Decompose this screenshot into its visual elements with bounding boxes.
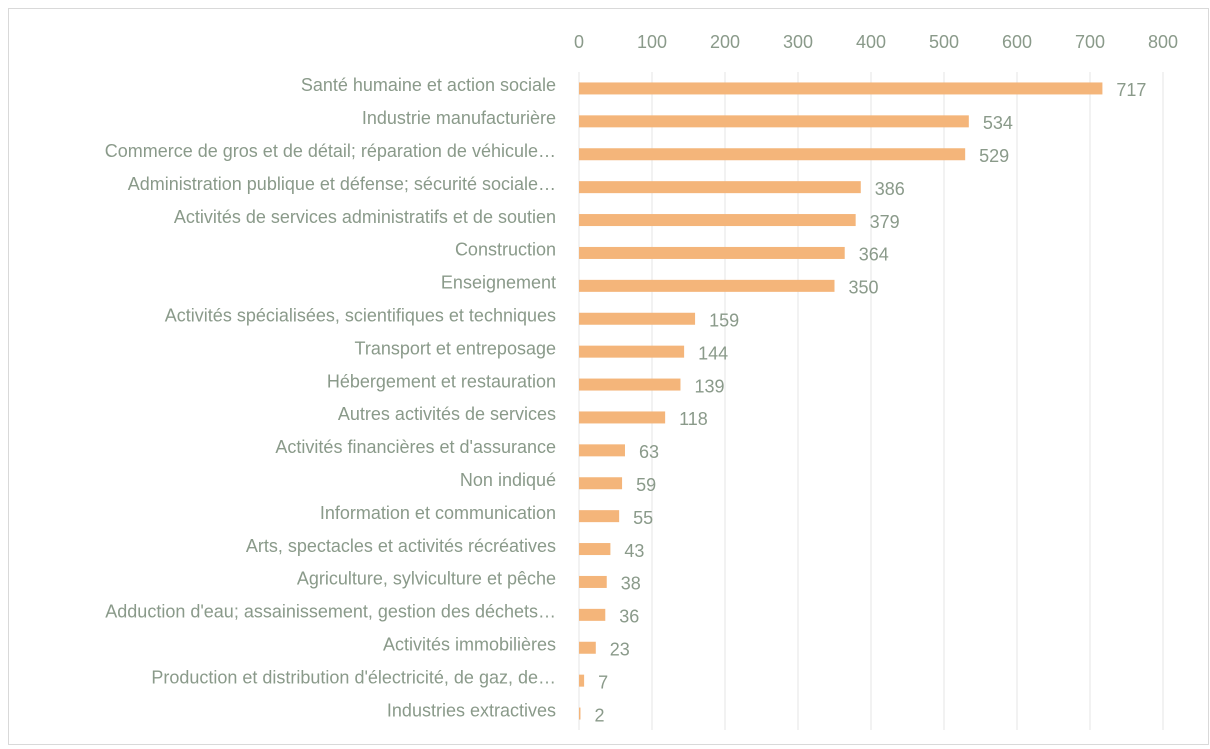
y-tick-label: Activités financières et d'assurance	[275, 437, 556, 457]
bar	[579, 674, 585, 687]
bar	[579, 543, 611, 556]
bar	[579, 279, 835, 292]
data-label: 63	[639, 442, 659, 462]
bar	[579, 312, 696, 325]
y-tick-label: Activités de services administratifs et …	[174, 207, 556, 227]
y-tick-label: Construction	[455, 240, 556, 260]
bar	[579, 214, 856, 227]
y-tick-label: Administration publique et défense; sécu…	[128, 174, 556, 194]
bar	[579, 641, 596, 654]
bar	[579, 707, 581, 720]
bar	[579, 575, 607, 588]
data-label: 364	[859, 245, 889, 265]
bar	[579, 444, 625, 457]
bar	[579, 181, 861, 194]
bar	[579, 115, 969, 128]
data-label: 529	[979, 146, 1009, 166]
x-tick-label: 200	[710, 32, 740, 52]
chart-border	[8, 8, 1209, 745]
y-tick-label: Adduction d'eau; assainissement, gestion…	[105, 602, 556, 622]
x-tick-label: 100	[637, 32, 667, 52]
data-label: 350	[849, 278, 879, 298]
y-tick-label: Industries extractives	[387, 700, 556, 720]
x-tick-label: 500	[929, 32, 959, 52]
data-label: 717	[1116, 80, 1146, 100]
y-tick-label: Activités immobilières	[383, 635, 556, 655]
y-tick-label: Transport et entreposage	[355, 338, 556, 358]
data-label: 386	[875, 179, 905, 199]
bar	[579, 378, 681, 391]
data-label: 534	[983, 113, 1013, 133]
y-tick-label: Industrie manufacturière	[362, 108, 556, 128]
data-label: 144	[698, 343, 728, 363]
data-label: 43	[624, 541, 644, 561]
y-tick-label: Commerce de gros et de détail; réparatio…	[105, 141, 556, 161]
bar	[579, 82, 1103, 95]
x-tick-label: 0	[574, 32, 584, 52]
bar	[579, 608, 606, 621]
data-label: 118	[679, 409, 708, 429]
bar	[579, 345, 685, 358]
data-label: 7	[598, 672, 608, 692]
bar	[579, 246, 845, 259]
bar	[579, 148, 966, 161]
bar	[579, 411, 666, 424]
x-tick-label: 800	[1148, 32, 1178, 52]
y-tick-label: Activités spécialisées, scientifiques et…	[165, 306, 556, 326]
y-tick-label: Enseignement	[441, 273, 556, 293]
y-tick-label: Autres activités de services	[338, 404, 556, 424]
x-tick-label: 600	[1002, 32, 1032, 52]
y-tick-label: Hébergement et restauration	[327, 371, 556, 391]
data-label: 55	[633, 508, 653, 528]
bar	[579, 477, 623, 490]
data-label: 159	[709, 311, 739, 331]
data-label: 38	[621, 574, 641, 594]
bar	[579, 510, 620, 523]
y-tick-label: Non indiqué	[460, 470, 556, 490]
y-tick-label: Agriculture, sylviculture et pêche	[297, 569, 556, 589]
y-tick-label: Production et distribution d'électricité…	[151, 667, 556, 687]
data-label: 36	[619, 607, 639, 627]
x-tick-label: 700	[1075, 32, 1105, 52]
data-label: 379	[870, 212, 900, 232]
y-tick-label: Arts, spectacles et activités récréative…	[246, 536, 556, 556]
data-label: 2	[594, 705, 604, 725]
x-tick-label: 400	[856, 32, 886, 52]
x-tick-label: 300	[783, 32, 813, 52]
y-tick-label: Santé humaine et action sociale	[301, 75, 556, 95]
data-label: 139	[694, 376, 724, 396]
data-label: 23	[610, 640, 630, 660]
y-tick-label: Information et communication	[320, 503, 556, 523]
data-label: 59	[636, 475, 656, 495]
